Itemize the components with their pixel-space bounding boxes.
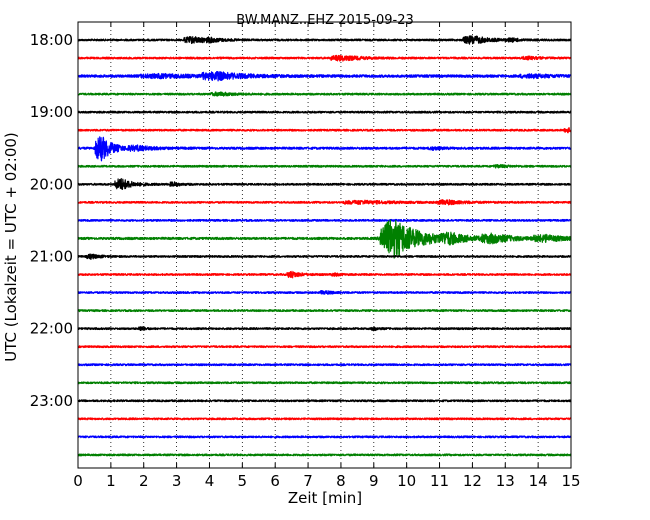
x-tick-label: 6	[270, 472, 280, 490]
trace-row	[77, 199, 572, 206]
seismic-traces	[77, 35, 572, 457]
trace-row	[77, 290, 572, 295]
trace-row	[77, 54, 572, 62]
trace-row	[77, 399, 572, 403]
trace-row	[77, 35, 572, 45]
trace-row	[77, 309, 572, 313]
trace-row	[77, 110, 572, 114]
x-tick-label: 8	[336, 472, 346, 490]
trace-row	[77, 127, 572, 134]
trace-row	[77, 417, 572, 421]
trace-row	[77, 177, 572, 191]
x-tick-label: 5	[238, 472, 248, 490]
chart-title: BW.MANZ..EHZ 2015-09-23	[236, 13, 414, 28]
trace-row	[77, 326, 572, 332]
y-tick-label: 21:00	[30, 247, 73, 265]
y-tick-label: 19:00	[30, 103, 73, 121]
y-tick-label: 20:00	[30, 175, 73, 193]
trace-row	[77, 219, 572, 259]
y-axis-label: UTC (Lokalzeit = UTC + 02:00)	[2, 132, 20, 362]
trace-row	[77, 363, 572, 367]
axis-ticks: 0 1 2 3 4 5 6 7 8 9 10 11 12 13 14 1518:0019:0020:0021:…	[30, 22, 581, 490]
trace-row	[77, 453, 572, 457]
trace-row	[77, 435, 572, 439]
x-tick-label: 1	[106, 472, 116, 490]
x-tick-label: 4	[205, 472, 215, 490]
trace-row	[77, 163, 572, 169]
x-tick-label: 3	[172, 472, 182, 490]
y-tick-label: 23:00	[30, 392, 73, 410]
x-tick-label: 13	[496, 472, 515, 490]
x-tick-label: 0	[73, 472, 83, 490]
trace-row	[77, 381, 572, 385]
y-tick-label: 22:00	[30, 320, 73, 338]
x-tick-label: 15	[561, 472, 580, 490]
x-tick-label: 11	[430, 472, 449, 490]
trace-row	[77, 345, 572, 349]
x-axis-label: Zeit [min]	[288, 489, 362, 507]
x-tick-label: 2	[139, 472, 149, 490]
x-tick-label: 9	[369, 472, 379, 490]
trace-row	[77, 218, 572, 222]
trace-row	[77, 136, 572, 162]
trace-row	[77, 270, 572, 279]
x-tick-label: 10	[397, 472, 416, 490]
trace-row	[77, 70, 572, 82]
y-tick-label: 18:00	[30, 31, 73, 49]
x-tick-label: 7	[303, 472, 313, 490]
x-tick-label: 12	[463, 472, 482, 490]
trace-row	[77, 91, 572, 97]
plot-frame	[77, 21, 572, 469]
x-tick-label: 14	[529, 472, 548, 490]
trace-row	[77, 253, 572, 260]
